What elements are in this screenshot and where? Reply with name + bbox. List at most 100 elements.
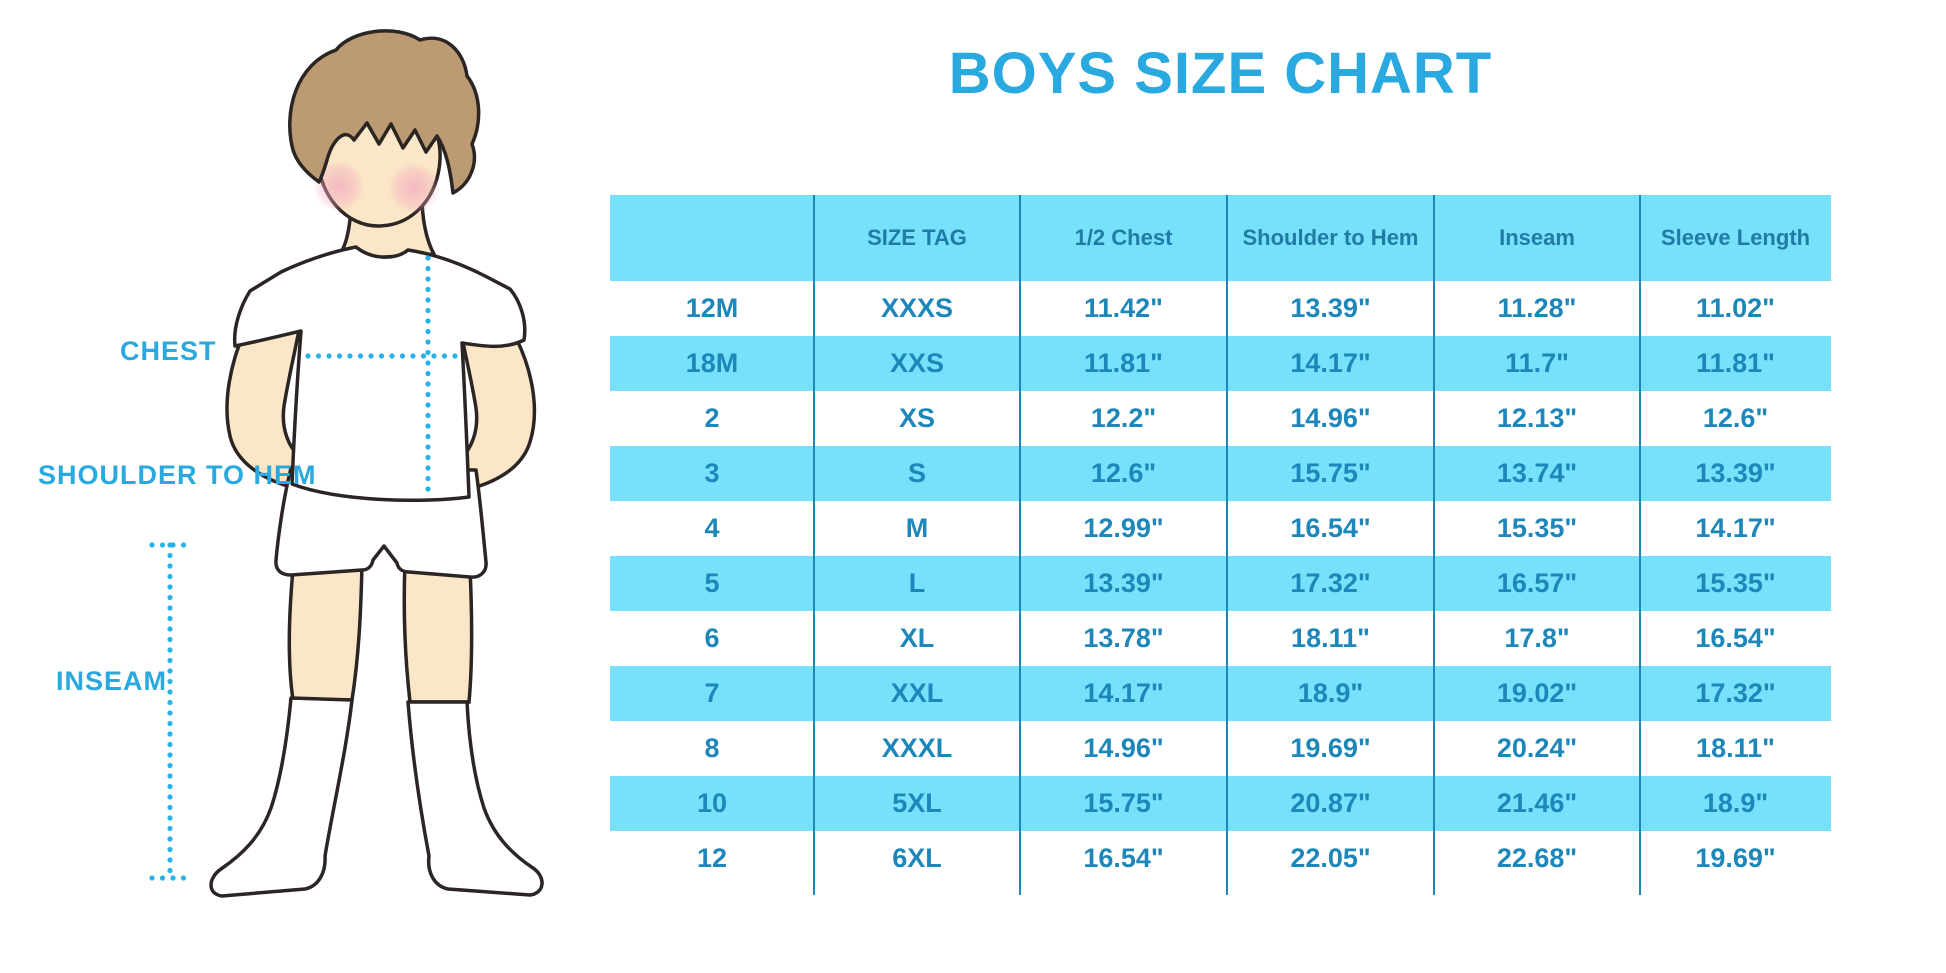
table-cell: 15.35" xyxy=(1496,513,1578,543)
table-cell: 13.39" xyxy=(1290,293,1371,323)
table-cell: 11.42" xyxy=(1084,293,1163,323)
table-cell: 17.8" xyxy=(1504,623,1570,653)
table-cell: 16.54" xyxy=(1695,623,1776,653)
table-cell: 12.6" xyxy=(1702,403,1769,433)
table-cell: XS xyxy=(898,403,936,433)
figure-shirt xyxy=(232,245,527,503)
table-row: 12M XXXS 11.42" 13.39" 11.28" 11.02" xyxy=(610,281,1831,336)
table-cell: 4 xyxy=(704,513,720,543)
table-header-row: SIZE TAG 1/2 Chest Shoulder to Hem Insea… xyxy=(610,195,1831,281)
table-cell: 14.17" xyxy=(1290,348,1371,378)
table-cell: 20.87" xyxy=(1290,788,1371,818)
figure-left-sock xyxy=(209,696,354,898)
table-cell: 18.11" xyxy=(1291,623,1370,653)
table-cell: 12.99" xyxy=(1083,513,1164,543)
table-row: 18M XXS 11.81" 14.17" 11.7" 11.81" xyxy=(610,336,1831,391)
table-cell: 20.24" xyxy=(1496,733,1578,763)
figure-hair xyxy=(288,29,481,195)
table-cell: 22.68" xyxy=(1496,843,1578,873)
table-row: 2 XS 12.2" 14.96" 12.13" 12.6" xyxy=(610,391,1831,446)
table-row: 12 6XL 16.54" 22.05" 22.68" 19.69" xyxy=(610,831,1831,886)
table-cell: 11.81" xyxy=(1084,348,1163,378)
table-cell: 13.39" xyxy=(1083,568,1164,598)
table-cell: XXXL xyxy=(881,733,953,763)
table-cell: 14.96" xyxy=(1083,733,1164,763)
table-cell: 16.54" xyxy=(1083,843,1164,873)
figure-blush-left xyxy=(313,160,365,212)
table-row: 8 XXXL 14.96" 19.69" 20.24" 18.11" xyxy=(610,721,1831,776)
table-row: 6 XL 13.78" 18.11" 17.8" 16.54" xyxy=(610,611,1831,666)
header-cell-half-chest: 1/2 Chest xyxy=(1074,225,1173,251)
figure-right-leg xyxy=(402,561,474,704)
table-cell: 13.78" xyxy=(1083,623,1164,653)
boy-figure-illustration xyxy=(149,29,544,898)
table-row: 3 S 12.6" 15.75" 13.74" 13.39" xyxy=(610,446,1831,501)
table-cell: 18.9" xyxy=(1297,678,1364,708)
figure-right-sock xyxy=(406,700,544,897)
table-cell: 11.7" xyxy=(1505,348,1569,378)
table-cell: M xyxy=(905,513,929,543)
table-cell: 18.9" xyxy=(1702,788,1769,818)
table-row: 5 L 13.39" 17.32" 16.57" 15.35" xyxy=(610,556,1831,611)
inseam-label: INSEAM xyxy=(56,666,168,696)
table-cell: 6 xyxy=(704,623,720,653)
table-cell: 2 xyxy=(704,403,720,433)
table-cell: 6XL xyxy=(892,843,942,873)
table-cell: 12.6" xyxy=(1090,458,1157,488)
table-cell: 15.35" xyxy=(1695,568,1776,598)
table-row: 4 M 12.99" 16.54" 15.35" 14.17" xyxy=(610,501,1831,556)
table-cell: 5XL xyxy=(892,788,942,818)
table-cell: 19.02" xyxy=(1496,678,1578,708)
table-cell: 15.75" xyxy=(1083,788,1164,818)
header-cell-shoulder-to-hem: Shoulder to Hem xyxy=(1242,225,1419,251)
header-cell-size-tag: SIZE TAG xyxy=(867,225,967,251)
table-cell: S xyxy=(907,458,926,488)
table-cell: 7 xyxy=(704,678,720,708)
table-cell: 18.11" xyxy=(1696,733,1775,763)
table-cell: 22.05" xyxy=(1290,843,1371,873)
table-cell: 11.28" xyxy=(1497,293,1577,323)
chest-label: CHEST xyxy=(120,336,217,366)
table-cell: 5 xyxy=(704,568,720,598)
page-title: BOYS SIZE CHART xyxy=(948,41,1493,106)
header-cell-blank xyxy=(610,195,814,281)
table-row: 7 XXL 14.17" 18.9" 19.02" 17.32" xyxy=(610,666,1831,721)
figure-blush-right xyxy=(388,162,440,214)
table-cell: 16.57" xyxy=(1496,568,1578,598)
table-row: 10 5XL 15.75" 20.87" 21.46" 18.9" xyxy=(610,776,1831,831)
table-cell: 16.54" xyxy=(1290,513,1371,543)
table-cell: 15.75" xyxy=(1290,458,1371,488)
table-body: 12M XXXS 11.42" 13.39" 11.28" 11.02" 18M… xyxy=(610,281,1831,886)
table-cell: 19.69" xyxy=(1290,733,1371,763)
table-cell: 14.96" xyxy=(1290,403,1371,433)
table-cell: XXS xyxy=(889,348,945,378)
table-cell: 21.46" xyxy=(1496,788,1578,818)
table-cell: 12M xyxy=(685,293,739,323)
table-cell: 13.39" xyxy=(1695,458,1776,488)
table-cell: 3 xyxy=(704,458,720,488)
size-table: SIZE TAG 1/2 Chest Shoulder to Hem Insea… xyxy=(610,195,1831,895)
table-cell: 10 xyxy=(696,788,728,818)
header-cell-sleeve-length: Sleeve Length xyxy=(1660,225,1811,251)
shoulder-to-hem-label: SHOULDER TO HEM xyxy=(38,460,317,490)
table-cell: XXXS xyxy=(880,293,954,323)
figure-right-arm xyxy=(456,336,537,493)
table-cell: 19.69" xyxy=(1695,843,1776,873)
table-cell: 12.2" xyxy=(1090,403,1157,433)
table-cell: 11.81" xyxy=(1696,348,1775,378)
table-cell: 12 xyxy=(696,843,728,873)
table-cell: 12.13" xyxy=(1496,403,1578,433)
table-cell: XXL xyxy=(890,678,944,708)
table-cell: 14.17" xyxy=(1083,678,1164,708)
table-cell: 11.02" xyxy=(1696,293,1775,323)
table-cell: 18M xyxy=(685,348,739,378)
table-cell: 8 xyxy=(704,733,720,763)
table-cell: 17.32" xyxy=(1695,678,1776,708)
table-cell: L xyxy=(908,568,926,598)
table-cell: 14.17" xyxy=(1695,513,1776,543)
table-cell: XL xyxy=(899,623,935,653)
table-cell: 13.74" xyxy=(1496,458,1578,488)
figure-left-leg xyxy=(287,556,364,702)
table-cell: 17.32" xyxy=(1290,568,1371,598)
